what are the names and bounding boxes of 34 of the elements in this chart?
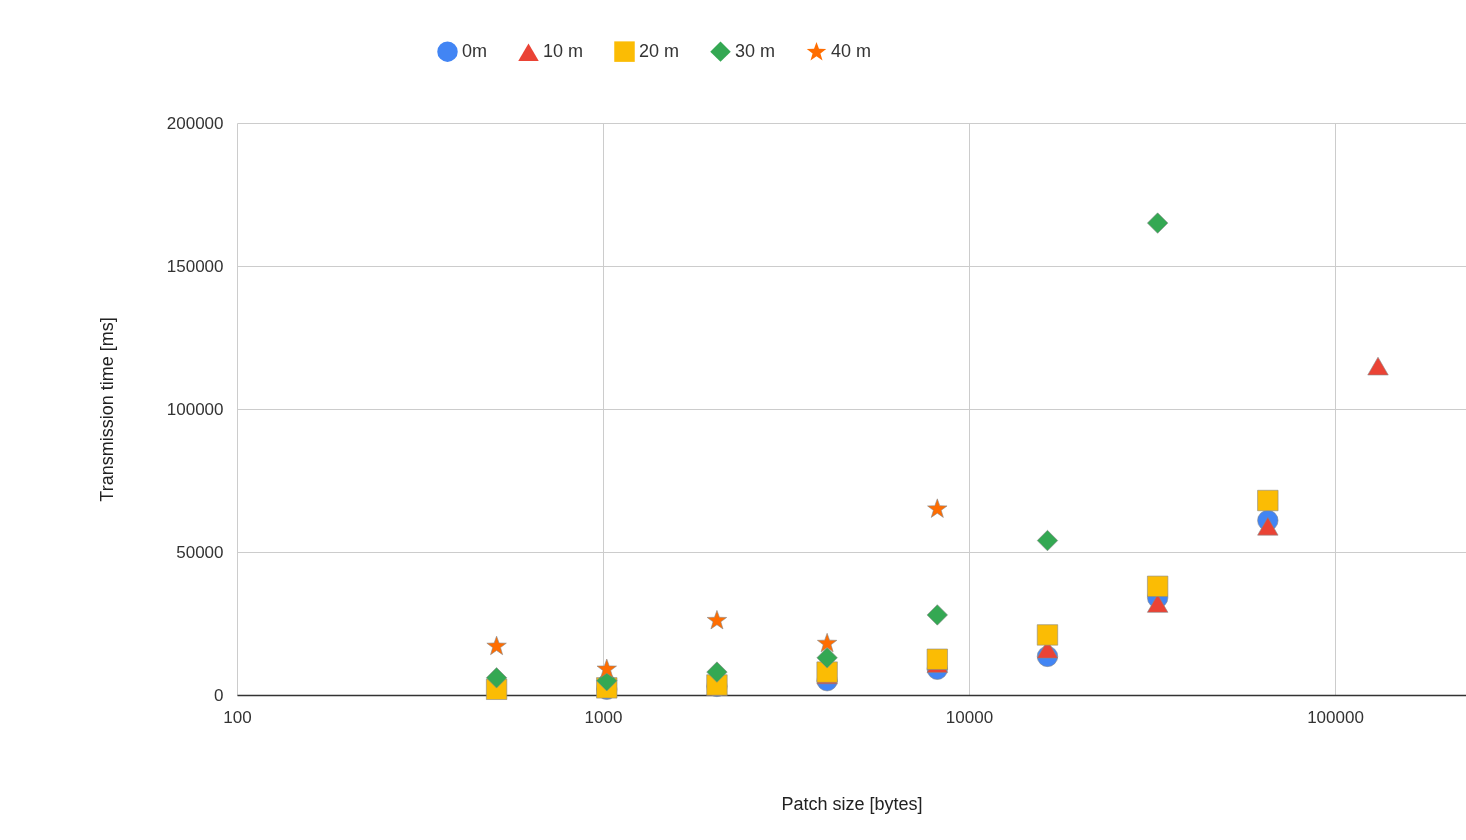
legend-label: 10 m [543, 41, 584, 62]
x-tick-label: 1000 [584, 707, 623, 727]
x-axis-title: Patch size [bytes] [781, 793, 923, 814]
x-tick-label: 10000 [945, 707, 994, 727]
legend-label: 20 m [639, 40, 680, 61]
point [1147, 594, 1169, 613]
point [1257, 489, 1279, 512]
point [816, 647, 838, 669]
point [927, 498, 948, 518]
y-tick-label: 200000 [166, 113, 224, 133]
x-tick-label: 100000 [1307, 707, 1364, 727]
legend-label: 0m [462, 40, 488, 61]
y-tick-label: 100000 [166, 399, 224, 419]
point [926, 604, 948, 626]
x-tick-label: 100 [223, 707, 252, 727]
y-tick-label: 0 [214, 685, 224, 705]
legend-label: 30 m [735, 40, 776, 61]
point [1257, 517, 1279, 536]
point [926, 648, 948, 670]
point [1036, 530, 1059, 552]
point [1147, 575, 1169, 597]
y-tick-label: 150000 [166, 256, 224, 276]
y-axis-title: Transmission time [ms] [96, 317, 117, 502]
point [486, 667, 508, 689]
point [706, 610, 727, 630]
point [486, 635, 507, 655]
legend-label: 40 m [831, 41, 872, 62]
point [1147, 212, 1169, 234]
point [817, 632, 838, 653]
y-tick-label: 50000 [176, 542, 224, 562]
point [1036, 624, 1059, 646]
point [706, 661, 728, 683]
point [596, 658, 617, 678]
point [1367, 356, 1389, 376]
